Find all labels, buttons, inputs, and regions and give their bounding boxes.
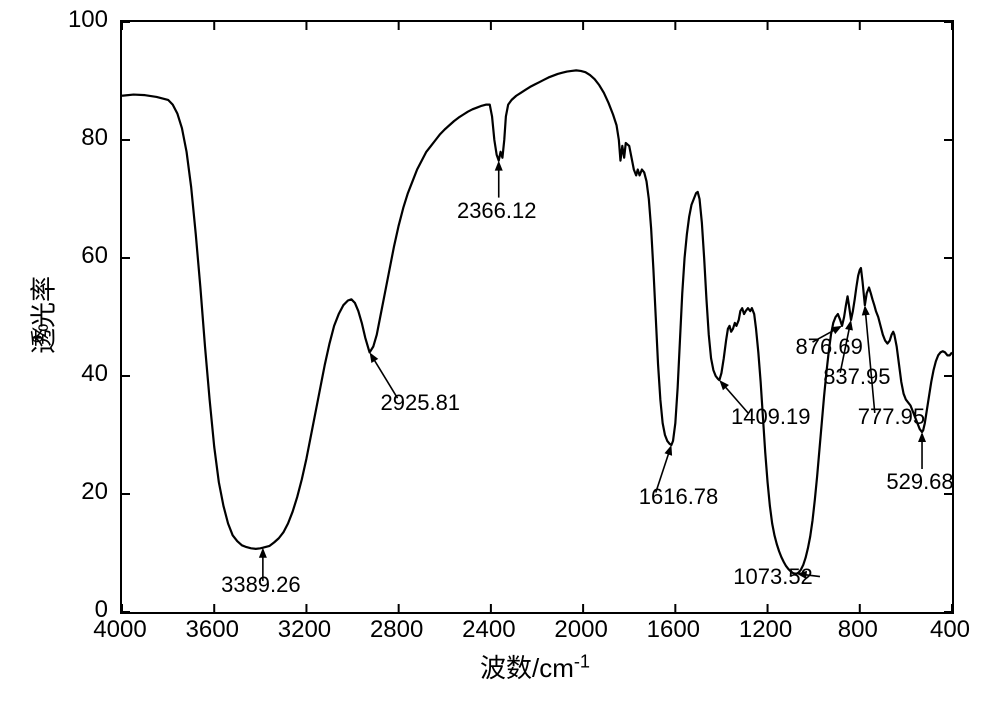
x-tick-label: 4000: [93, 616, 146, 644]
x-tick-label: 2000: [554, 616, 607, 644]
y-tick-label: 40: [58, 360, 108, 388]
peak-label: 1409.19: [731, 404, 811, 430]
x-tick-label: 400: [930, 616, 970, 644]
peak-label: 2366.12: [457, 198, 537, 224]
x-tick-label: 2400: [462, 616, 515, 644]
x-tick-label: 2800: [370, 616, 423, 644]
peak-label: 2925.81: [381, 390, 461, 416]
y-tick-label: 60: [58, 242, 108, 270]
y-tick-label: 80: [58, 124, 108, 152]
x-tick-label: 1200: [739, 616, 792, 644]
peak-label: 876.69: [796, 334, 863, 360]
peak-label: 1073.52: [733, 564, 813, 590]
y-tick-label: 20: [58, 478, 108, 506]
peak-label: 529.68: [886, 469, 953, 495]
x-tick-label: 800: [838, 616, 878, 644]
x-axis-label: 波数/cm-1: [480, 648, 590, 685]
ir-spectrum-chart: 020406080100 400036003200280024002000160…: [0, 0, 1000, 709]
peak-label: 837.95: [823, 364, 890, 390]
y-axis-percent: %: [28, 323, 54, 343]
x-tick-label: 3200: [278, 616, 331, 644]
peak-label: 1616.78: [639, 484, 719, 510]
x-tick-label: 1600: [647, 616, 700, 644]
peak-label: 3389.26: [221, 572, 301, 598]
plot-area: [120, 20, 954, 614]
peak-label: 777.95: [858, 404, 925, 430]
y-tick-label: 100: [58, 6, 108, 34]
x-tick-label: 3600: [186, 616, 239, 644]
annotation-svg: [122, 22, 952, 612]
